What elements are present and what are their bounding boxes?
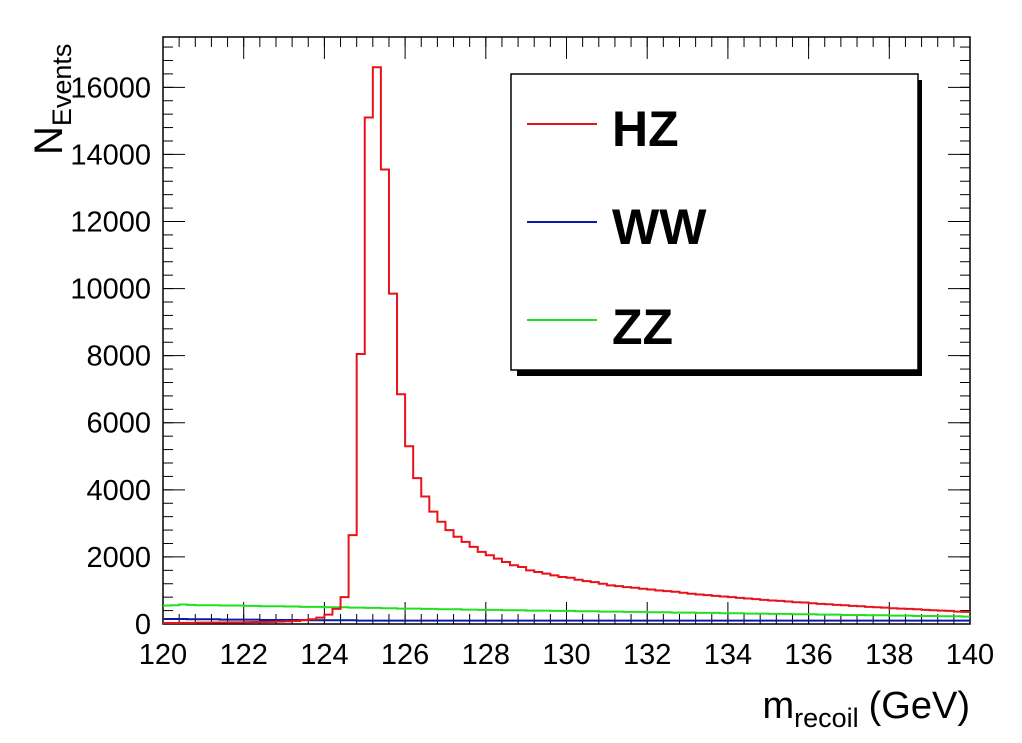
series-line-hz — [163, 66, 970, 624]
y-axis-title: NEvents — [27, 44, 77, 155]
x-tick-label: 132 — [623, 639, 671, 671]
x-tick-label: 130 — [542, 639, 590, 671]
x-tick-label: 122 — [220, 639, 268, 671]
y-axis-title-main: N — [27, 126, 71, 155]
series-layer — [163, 66, 970, 624]
x-tick-label: 128 — [462, 639, 510, 671]
x-axis-title-main: m — [762, 685, 794, 727]
x-tick-label: 120 — [139, 639, 187, 671]
x-axis-title-unit: (GeV) — [869, 685, 970, 727]
y-tick-label: 6000 — [86, 408, 151, 440]
y-tick-labels: 0 2000 4000 6000 8000 10000 12000 14000 16000 — [70, 72, 151, 641]
y-axis-title-sub: Events — [47, 44, 77, 127]
x-tick-label: 140 — [946, 639, 994, 671]
legend-label-ww: WW — [612, 199, 707, 255]
legend-label-hz: HZ — [612, 101, 679, 157]
x-tick-label: 138 — [865, 639, 913, 671]
x-tick-label: 124 — [300, 639, 348, 671]
series-line-zz — [163, 603, 970, 618]
series-line-ww — [163, 617, 970, 622]
y-tick-label: 4000 — [86, 475, 151, 507]
y-tick-label: 12000 — [70, 206, 151, 238]
y-tick-label: 8000 — [86, 341, 151, 373]
y-tick-label: 10000 — [70, 274, 151, 306]
x-tick-label: 126 — [381, 639, 429, 671]
y-tick-label: 14000 — [70, 139, 151, 171]
legend: HZ WW ZZ — [510, 73, 922, 376]
legend-label-zz: ZZ — [612, 299, 673, 355]
y-tick-label: 0 — [135, 609, 151, 641]
x-tick-label: 136 — [784, 639, 832, 671]
y-tick-label: 16000 — [70, 72, 151, 104]
x-axis-title: mrecoil (GeV) — [762, 685, 970, 733]
x-axis-title-sub: recoil — [794, 703, 859, 733]
y-tick-label: 2000 — [86, 542, 151, 574]
x-tick-label: 134 — [704, 639, 752, 671]
x-tick-labels: 120 122 124 126 128 130 132 134 136 138 140 — [139, 639, 994, 671]
